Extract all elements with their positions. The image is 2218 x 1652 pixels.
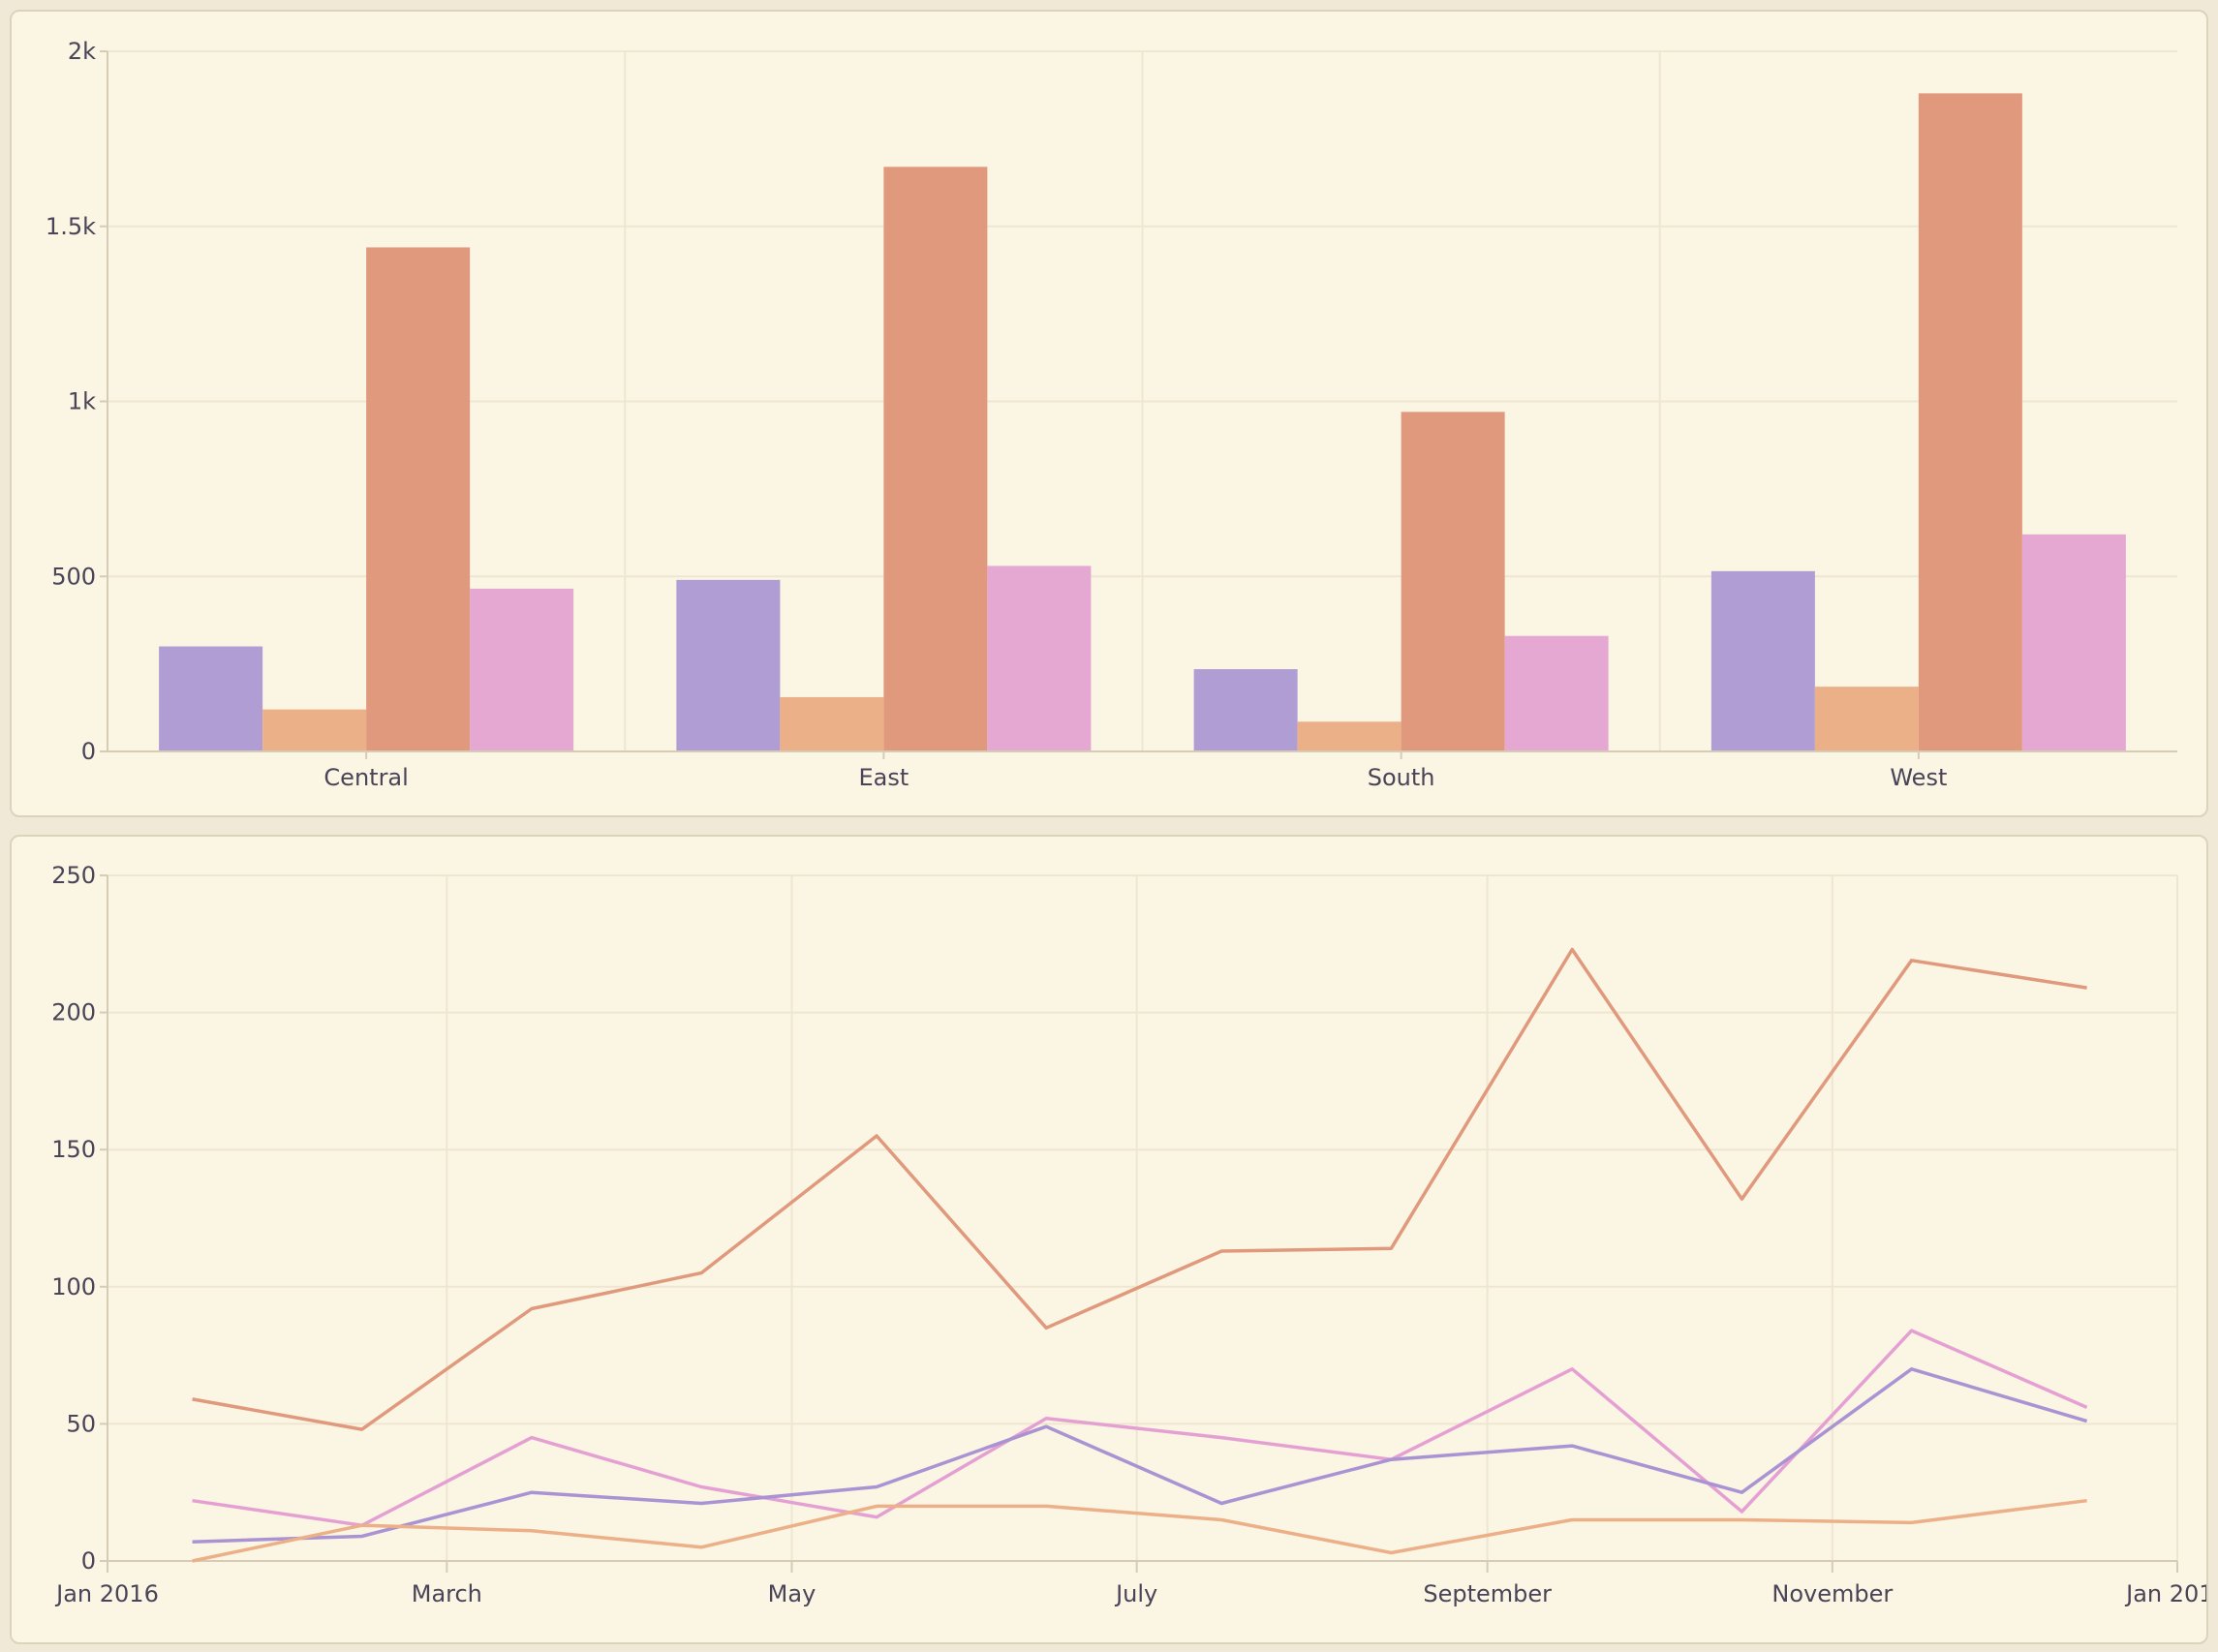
bar-central-3 (470, 588, 574, 751)
bar-east-1 (780, 696, 884, 751)
bar-east-3 (987, 566, 1092, 751)
y-tick-label: 0 (81, 1547, 96, 1575)
x-tick-label: May (768, 1580, 816, 1607)
x-tick-label: Central (323, 764, 408, 791)
line-series-3 (192, 1498, 2087, 1563)
bar-east-2 (883, 167, 988, 752)
bar-chart-panel: 0 500 1k 1.5k 2k Central East South West (10, 10, 2208, 817)
y-tick-label: 50 (66, 1410, 96, 1437)
bar-west-1 (1814, 687, 1919, 751)
x-tick-label: South (1368, 764, 1435, 791)
bar-west-0 (1710, 570, 1815, 751)
bar-west-2 (1918, 93, 2022, 751)
y-tick-label: 1k (68, 388, 96, 415)
y-tick-label: 500 (51, 563, 96, 590)
y-tick-label: 150 (51, 1136, 96, 1163)
bar-south-1 (1297, 721, 1402, 751)
y-tick-label: 250 (51, 862, 96, 889)
x-tick-label: November (1771, 1580, 1893, 1607)
bar-central-2 (366, 247, 471, 751)
line-chart: Jan 2016 March May July September November Jan… (51, 862, 2206, 1607)
bar-east-0 (676, 579, 781, 751)
line-series-0 (192, 947, 2087, 1431)
x-tick-label: March (412, 1580, 482, 1607)
x-tick-label: Jan 2016 (54, 1580, 159, 1607)
bar-central-0 (159, 646, 263, 751)
x-tick-label: West (1890, 764, 1947, 791)
x-tick-label: September (1423, 1580, 1552, 1607)
bar-chart: 0 500 1k 1.5k 2k Central East South West (46, 38, 2177, 791)
y-tick-label: 2k (68, 38, 96, 65)
x-tick-label: Jan 2017 (2124, 1580, 2206, 1607)
y-tick-label: 0 (81, 738, 96, 765)
bar-south-2 (1401, 412, 1505, 751)
x-tick-label: East (858, 764, 909, 791)
bar-central-1 (262, 709, 367, 751)
bar-south-0 (1193, 669, 1298, 751)
line-chart-panel: Jan 2016 March May July September November Jan… (10, 835, 2208, 1644)
y-tick-label: 200 (51, 999, 96, 1026)
x-tick-label: July (1114, 1580, 1157, 1607)
y-tick-label: 1.5k (46, 213, 96, 240)
bar-south-3 (1504, 635, 1609, 751)
line-series-1 (192, 1329, 2088, 1527)
y-tick-label: 100 (51, 1273, 96, 1300)
bar-west-3 (2021, 534, 2126, 751)
line-series-2 (192, 1367, 2088, 1544)
